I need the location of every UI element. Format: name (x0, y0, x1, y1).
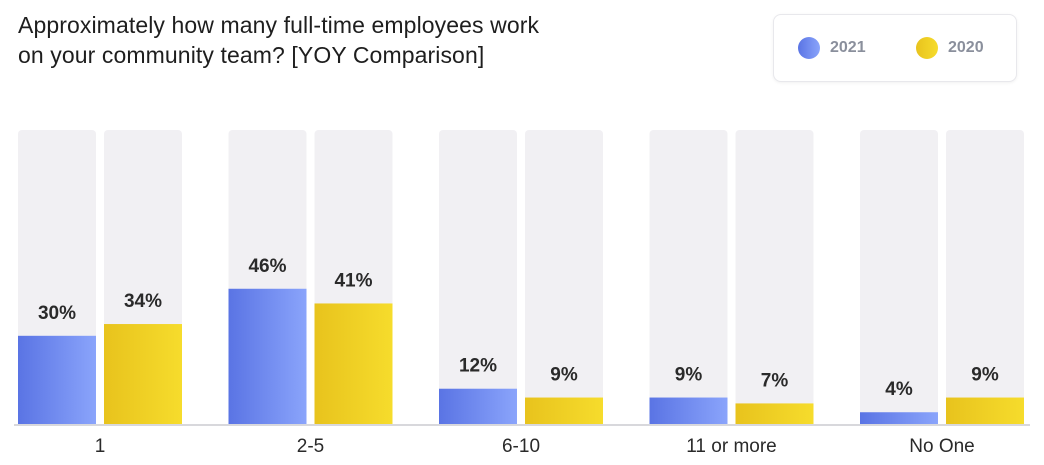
data-label-2021-11-or-more: 9% (675, 365, 703, 386)
legend-item-2021[interactable]: 2021 (798, 37, 866, 59)
category-label-11-or-more: 11 or more (686, 436, 776, 457)
legend-swatch-2020 (916, 37, 938, 59)
category-label-6-10: 6-10 (502, 436, 540, 457)
data-label-2020-6-10: 9% (550, 365, 578, 386)
bar-track-2020-11-or-more (735, 130, 814, 424)
data-label-2020-2-5: 41% (334, 270, 372, 291)
legend-label-2021: 2021 (830, 39, 866, 56)
data-label-2021-1: 30% (38, 303, 76, 324)
bar-2021-no-one[interactable] (860, 412, 938, 424)
data-label-2021-6-10: 12% (459, 356, 497, 377)
bar-track-2021-no-one (860, 130, 938, 424)
category-label-no-one: No One (909, 436, 974, 457)
legend: 2021 2020 (773, 14, 1017, 82)
bar-2020-11-or-more[interactable] (735, 403, 814, 424)
legend-swatch-2021 (798, 37, 820, 59)
legend-item-2020[interactable]: 2020 (916, 37, 984, 59)
category-label-1: 1 (95, 436, 106, 457)
bar-2020-6-10[interactable] (525, 397, 603, 424)
bar-2021-6-10[interactable] (439, 388, 517, 424)
chart-title: Approximately how many full-time employe… (18, 12, 540, 68)
data-label-2021-no-one: 4% (885, 379, 913, 400)
data-label-2020-1: 34% (124, 291, 162, 312)
bar-track-2021-11-or-more (649, 130, 728, 424)
data-label-2021-2-5: 46% (248, 256, 286, 277)
bar-track-2021-6-10 (439, 130, 517, 424)
bar-2021-2-5[interactable] (228, 288, 307, 424)
bar-2021-11-or-more[interactable] (649, 397, 728, 424)
bar-2020-1[interactable] (104, 324, 182, 424)
data-label-2020-11-or-more: 7% (761, 370, 789, 391)
bar-2021-1[interactable] (18, 335, 96, 424)
bar-track-2020-6-10 (525, 130, 603, 424)
bar-track-2020-no-one (946, 130, 1024, 424)
legend-label-2020: 2020 (948, 39, 984, 56)
bar-2020-2-5[interactable] (314, 303, 393, 424)
category-label-2-5: 2-5 (297, 436, 324, 457)
bar-2020-no-one[interactable] (946, 397, 1024, 424)
data-label-2020-no-one: 9% (971, 365, 999, 386)
